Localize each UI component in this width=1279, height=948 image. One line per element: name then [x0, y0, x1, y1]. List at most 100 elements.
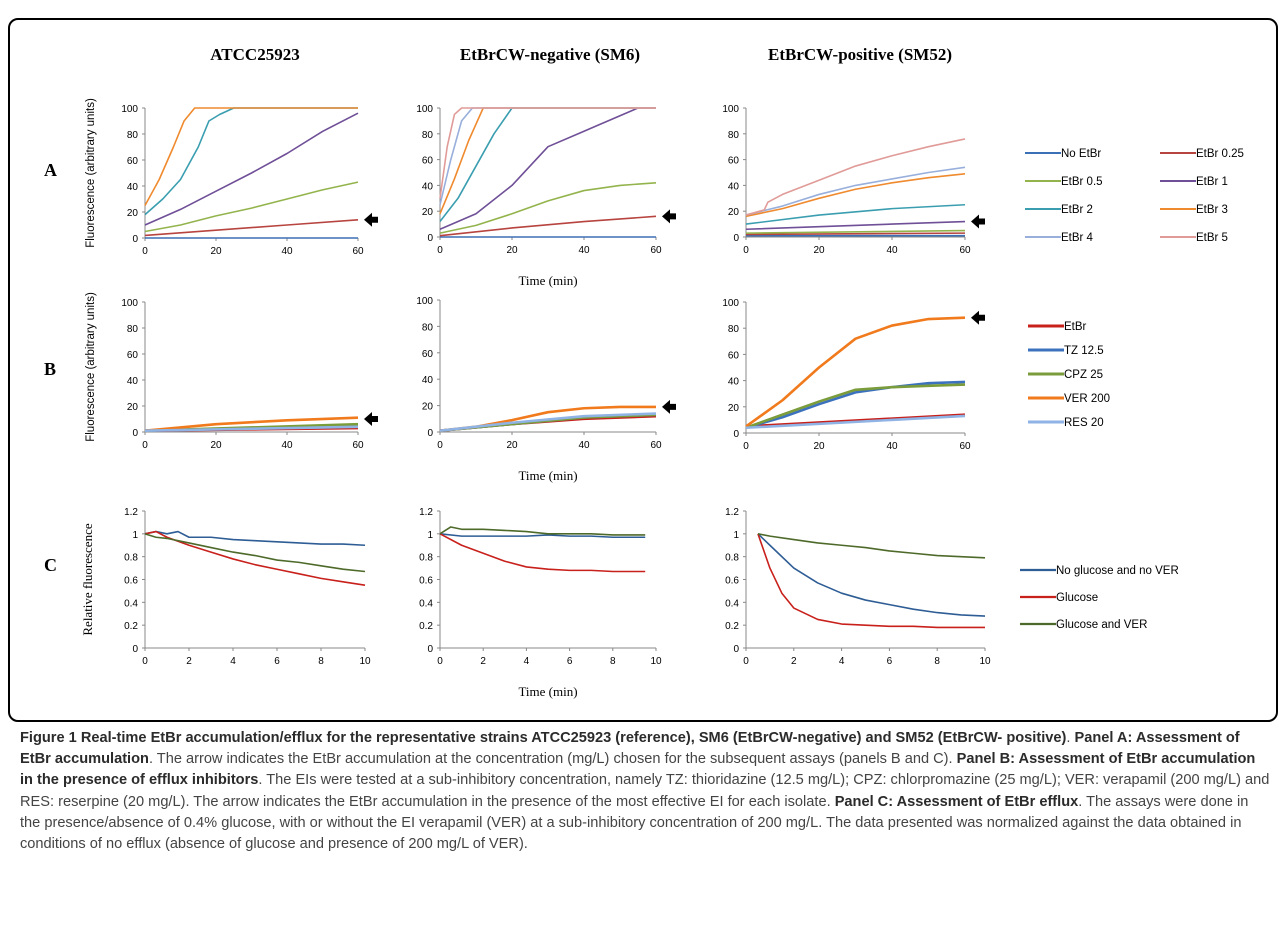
- legend-item: VER 200: [1028, 393, 1110, 405]
- caption-panel-a-head: Panel A: Assessment of EtBr accumulation: [20, 730, 1240, 768]
- legend-label: No glucose and no VER: [1056, 565, 1179, 577]
- y-tick-label: 80: [728, 130, 740, 141]
- y-tick-label: 0: [427, 428, 433, 439]
- y-tick-label: 0.8: [419, 553, 433, 564]
- x-tick-label: 20: [813, 245, 825, 256]
- series-line: [439, 182, 657, 234]
- y-tick-label: 0: [132, 428, 138, 439]
- x-axis-title: Time (min): [518, 273, 577, 288]
- series-line: [439, 107, 656, 205]
- y-tick-label: 40: [422, 375, 434, 386]
- x-tick-label: 0: [142, 440, 148, 451]
- chart-a-2: 0 20 40 60 80 100 0 20 40 60: [722, 104, 985, 256]
- arrow-indicator: [662, 209, 676, 224]
- series-line: [745, 172, 966, 218]
- caption-panel-c-head: Panel C: Assessment of EtBr efflux: [834, 793, 1079, 810]
- x-axis-title: Time (min): [518, 684, 577, 699]
- y-tick-label: 60: [127, 156, 139, 167]
- series-line: [745, 229, 966, 234]
- y-tick-label: 1: [733, 530, 739, 541]
- series-line: [745, 138, 966, 216]
- legend-item: EtBr 0.5: [1025, 176, 1103, 188]
- legend-item: EtBr 4: [1025, 232, 1094, 244]
- arrow-indicator: [662, 399, 676, 414]
- legend-item: EtBr 0.25: [1160, 148, 1244, 160]
- chart-b-1: 0 20 40 60 80 100 0 20 40 60 Time (min): [416, 296, 676, 483]
- x-tick-label: 20: [506, 245, 518, 256]
- chart-a-0: 0 20 40 60 80 100 0 20 40 60 Fluorescence (arbitra…: [85, 98, 378, 257]
- legend-label: TZ 12.5: [1064, 345, 1104, 357]
- series-line: [745, 380, 966, 430]
- x-tick-label: 10: [650, 656, 662, 667]
- y-tick-label: 0: [427, 233, 433, 244]
- y-tick-label: 0: [733, 233, 739, 244]
- y-tick-label: 0.8: [124, 553, 138, 564]
- legend-label: EtBr: [1064, 321, 1087, 333]
- legend-item: CPZ 25: [1028, 369, 1103, 381]
- series-line: [757, 533, 986, 559]
- series-line: [144, 107, 358, 216]
- chart-c-2: 0 0.2 0.4 0.6 0.8 1 1.2 0 2 4 6 8 10: [725, 507, 991, 667]
- series-line: [439, 533, 646, 539]
- series-line: [439, 107, 656, 199]
- x-tick-label: 0: [437, 440, 443, 451]
- legend-item: No glucose and no VER: [1020, 565, 1179, 577]
- y-tick-label: 80: [728, 324, 740, 335]
- legend-panel-c: No glucose and no VER Glucose Glucose and …: [1020, 565, 1179, 631]
- x-tick-label: 2: [186, 656, 192, 667]
- y-tick-label: 0.2: [725, 621, 739, 632]
- chart-a-1: 0 20 40 60 80 100 0 20 40 60 Time (min): [416, 104, 676, 288]
- y-tick-label: 60: [728, 350, 740, 361]
- y-tick-label: 20: [422, 207, 434, 218]
- series-line: [757, 533, 985, 629]
- x-tick-label: 8: [934, 656, 940, 667]
- series-line: [144, 425, 359, 432]
- legend-label: EtBr 2: [1061, 204, 1093, 216]
- x-tick-label: 60: [352, 440, 364, 451]
- legend-label: RES 20: [1064, 417, 1104, 429]
- series-line: [757, 533, 986, 617]
- series-line: [144, 112, 359, 226]
- legend-item: EtBr 1: [1160, 176, 1228, 188]
- column-title-sm52: EtBrCW-positive (SM52): [768, 45, 952, 64]
- chart-c-1: 0 0.2 0.4 0.6 0.8 1 1.2 0 2 4 6 8 10 Time (min): [419, 507, 662, 699]
- legend-label: EtBr 0.5: [1061, 176, 1103, 188]
- column-title-atcc: ATCC25923: [210, 45, 299, 64]
- series-line: [144, 530, 366, 547]
- y-tick-label: 20: [728, 403, 740, 414]
- y-tick-label: 60: [127, 350, 139, 361]
- legend-label: VER 200: [1064, 393, 1110, 405]
- y-tick-label: 0.8: [725, 553, 739, 564]
- y-tick-label: 0: [132, 234, 138, 245]
- y-tick-label: 0.2: [419, 621, 433, 632]
- x-tick-label: 2: [480, 656, 486, 667]
- x-tick-label: 60: [650, 440, 662, 451]
- caption-panel-b-text: . The EIs were tested at a sub-inhibitor…: [20, 772, 1270, 810]
- arrow-indicator: [971, 214, 985, 229]
- x-tick-label: 6: [567, 656, 573, 667]
- series-line: [745, 414, 966, 430]
- arrow-indicator: [971, 310, 985, 325]
- figure-plots: ATCC25923 EtBrCW-negative (SM6) EtBrCW-p…: [44, 45, 1244, 699]
- legend-panel-a: No EtBr EtBr 0.25 EtBr 0.5 EtBr 1 EtBr 2 EtBr…: [1025, 148, 1244, 244]
- y-tick-label: 100: [416, 104, 433, 115]
- legend-label: EtBr 5: [1196, 232, 1228, 244]
- figure-caption: Figure 1 Real-time EtBr accumulation/eff…: [20, 730, 1270, 853]
- legend-label: EtBr 4: [1061, 232, 1094, 244]
- x-tick-label: 4: [524, 656, 530, 667]
- x-tick-label: 20: [506, 440, 518, 451]
- x-tick-label: 60: [650, 245, 662, 256]
- x-axis-title: Time (min): [518, 468, 577, 483]
- legend-item: No EtBr: [1025, 148, 1101, 160]
- legend-panel-b: EtBr TZ 12.5 CPZ 25 VER 200 RES 20: [1028, 321, 1110, 429]
- y-tick-label: 40: [127, 182, 139, 193]
- series-line: [144, 181, 359, 233]
- series-line: [144, 107, 358, 206]
- y-tick-label: 100: [121, 104, 138, 115]
- series-line: [439, 107, 656, 230]
- legend-label: Glucose and VER: [1056, 619, 1147, 631]
- y-tick-label: 60: [422, 349, 434, 360]
- row-label-a: A: [44, 160, 57, 180]
- series-line: [144, 219, 359, 237]
- x-tick-label: 0: [437, 656, 443, 667]
